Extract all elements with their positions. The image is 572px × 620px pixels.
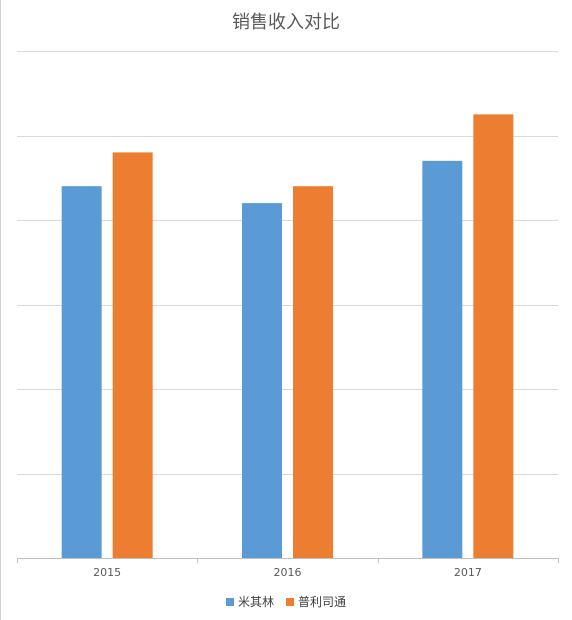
legend-label-series-1: 米其林 xyxy=(237,595,274,609)
bars xyxy=(61,114,514,558)
x-axis: 2015 2016 2017 xyxy=(17,558,559,579)
legend-item-series-1: 米其林 xyxy=(225,593,274,610)
left-edge-line xyxy=(0,0,1,620)
bar-2017-series-1 xyxy=(422,160,463,558)
x-tick-label-2015: 2015 xyxy=(93,566,121,579)
bar-2016-series-1 xyxy=(242,203,282,558)
legend-item-series-2: 普利司通 xyxy=(286,593,346,610)
x-tick-label-2017: 2017 xyxy=(454,566,482,579)
gridlines xyxy=(17,51,558,475)
legend-label-series-2: 普利司通 xyxy=(298,595,347,609)
bar-2015-series-2 xyxy=(112,152,153,558)
legend-swatch-series-2 xyxy=(286,597,294,606)
bar-2017-series-2 xyxy=(473,114,514,558)
bar-2016-series-2 xyxy=(293,186,333,558)
x-tick-label-2016: 2016 xyxy=(274,566,302,579)
legend-swatch-series-1 xyxy=(225,597,234,606)
bar-2015-series-1 xyxy=(61,186,102,558)
chart-title: 销售收入对比 xyxy=(232,12,340,33)
legend: 米其林 普利司通 xyxy=(0,593,572,610)
